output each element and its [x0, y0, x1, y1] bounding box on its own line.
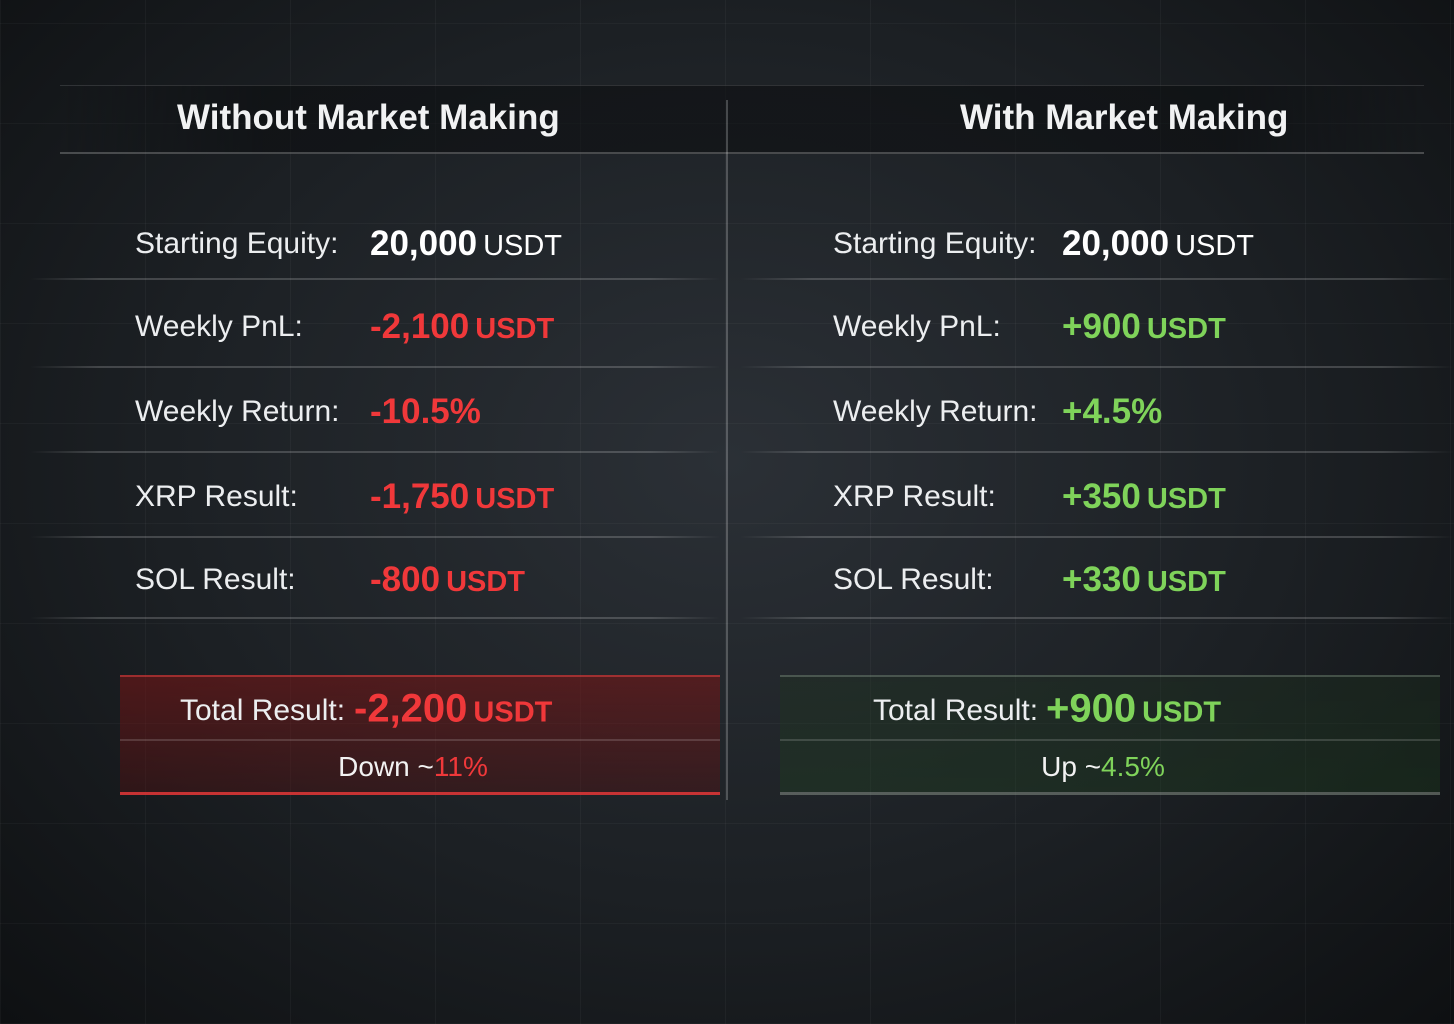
left-total-value: -2,200 USDT: [354, 687, 552, 732]
right-row-amount: +330: [1062, 560, 1141, 599]
left-row-amount: -1,750: [370, 477, 470, 516]
row-divider: [30, 278, 720, 280]
right-row-label: Weekly Return:: [833, 395, 1038, 428]
right-total-band: [780, 675, 1440, 795]
header-band: [60, 85, 1424, 154]
row-divider: [30, 451, 720, 453]
right-row-amount: +350: [1062, 477, 1141, 516]
row-divider: [30, 366, 720, 368]
right-sub-prefix: Up ~: [1041, 751, 1102, 782]
right-title: With Market Making: [960, 98, 1289, 137]
right-row-label: Starting Equity:: [833, 227, 1037, 260]
row-divider: [740, 278, 1454, 280]
left-row-unit: USDT: [483, 230, 563, 262]
left-row-amount: -10.5%: [370, 392, 481, 431]
left-sub-prefix: Down ~: [338, 751, 434, 782]
right-row-label: Weekly PnL:: [833, 310, 1001, 343]
right-row-unit: USDT: [1175, 230, 1255, 262]
right-total-label: Total Result:: [873, 694, 1039, 727]
left-row-amount: 20,000: [370, 224, 478, 263]
right-row-value: 20,000 USDT: [1062, 224, 1254, 264]
right-row-value: +350 USDT: [1062, 477, 1226, 517]
right-total-value: +900 USDT: [1046, 687, 1221, 732]
right-row-value: +330 USDT: [1062, 560, 1226, 600]
left-row-value: -1,750 USDT: [370, 477, 554, 517]
left-total-sub: Down ~11%: [338, 751, 488, 783]
row-divider: [740, 617, 1454, 619]
left-row-label: Weekly Return:: [135, 395, 340, 428]
left-row-unit: USDT: [446, 566, 526, 598]
right-row-unit: USDT: [1146, 483, 1226, 515]
left-row-unit: USDT: [475, 483, 555, 515]
row-divider: [30, 617, 720, 619]
left-row-label: XRP Result:: [135, 480, 298, 513]
row-divider: [30, 536, 720, 538]
right-row-label: XRP Result:: [833, 480, 996, 513]
left-row-amount: -800: [370, 560, 441, 599]
column-divider: [726, 100, 728, 800]
row-divider: [740, 366, 1454, 368]
left-total-label: Total Result:: [180, 694, 346, 727]
left-row-value: -800 USDT: [370, 560, 525, 600]
left-title: Without Market Making: [177, 98, 560, 137]
left-row-label: Weekly PnL:: [135, 310, 303, 343]
left-total-amount: -2,200: [354, 686, 468, 731]
row-divider: [740, 451, 1454, 453]
left-row-value: 20,000 USDT: [370, 224, 562, 264]
right-sub-value: 4.5%: [1101, 751, 1165, 782]
left-total-band: [120, 675, 720, 795]
right-row-value: +900 USDT: [1062, 307, 1226, 347]
left-row-value: -10.5%: [370, 392, 481, 432]
right-row-unit: USDT: [1146, 566, 1226, 598]
right-total-unit: USDT: [1142, 696, 1222, 729]
left-row-unit: USDT: [475, 313, 555, 345]
right-row-amount: 20,000: [1062, 224, 1170, 263]
right-row-label: SOL Result:: [833, 563, 994, 596]
row-divider: [740, 536, 1454, 538]
right-row-unit: USDT: [1146, 313, 1226, 345]
right-row-amount: +4.5%: [1062, 392, 1163, 431]
left-row-label: Starting Equity:: [135, 227, 339, 260]
left-sub-value: 11%: [433, 751, 488, 782]
right-total-sub: Up ~4.5%: [1041, 751, 1165, 783]
left-total-unit: USDT: [473, 696, 553, 729]
left-row-label: SOL Result:: [135, 563, 296, 596]
right-row-amount: +900: [1062, 307, 1141, 346]
left-row-value: -2,100 USDT: [370, 307, 554, 347]
left-row-amount: -2,100: [370, 307, 470, 346]
right-total-amount: +900: [1046, 686, 1137, 731]
right-row-value: +4.5%: [1062, 392, 1162, 432]
